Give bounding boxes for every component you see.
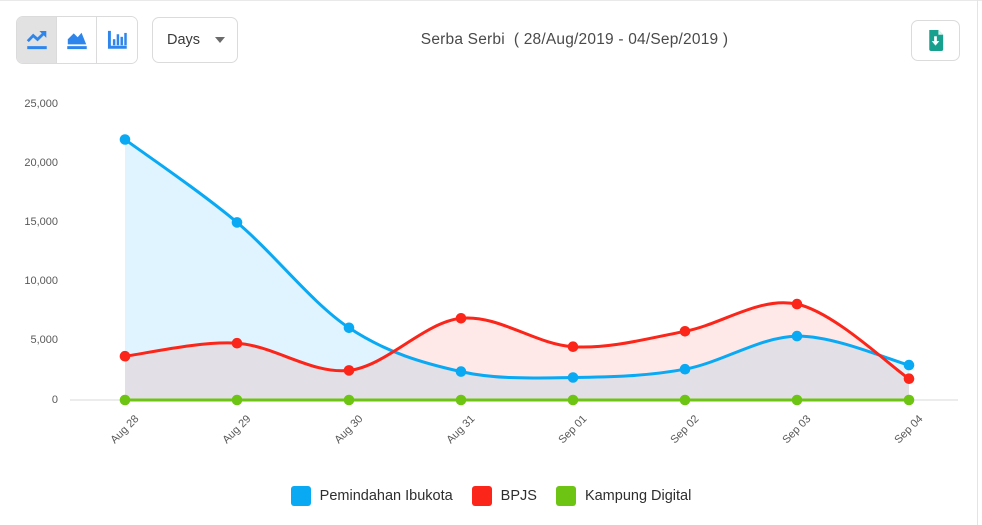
bpjs-point (455, 313, 467, 324)
bar-chart-icon (104, 26, 130, 55)
kampung-digital-point (679, 394, 691, 406)
download-button[interactable] (911, 19, 960, 61)
bpjs-point (791, 298, 803, 310)
card-top-border (0, 0, 982, 1)
pemindahan-ibukota-swatch (290, 486, 311, 506)
bpjs-point (119, 350, 131, 362)
kampung-digital-point (791, 394, 803, 406)
file-download-icon (924, 28, 947, 53)
area-chart-type-button[interactable] (57, 17, 97, 63)
y-tick-label: 25,000 (24, 97, 58, 110)
legend-item-kampung-digital[interactable]: Kampung Digital (555, 486, 692, 506)
legend-item-bpjs[interactable]: BPJS (471, 486, 537, 506)
pemindahan-ibukota-area (125, 139, 909, 400)
pemindahan-ibukota-point (119, 134, 131, 145)
chart-legend: Pemindahan Ibukota BPJS Kampung Digital (0, 486, 982, 506)
card-right-border (977, 0, 978, 525)
pemindahan-ibukota-point (455, 366, 467, 377)
bpjs-point (567, 341, 579, 353)
chart-canvas (70, 134, 958, 406)
bpjs-swatch (471, 486, 492, 506)
legend-label: Kampung Digital (584, 488, 692, 504)
pemindahan-ibukota-point (791, 330, 803, 342)
kampung-digital-point (231, 394, 243, 406)
line-chart-icon (24, 26, 50, 55)
line-chart-type-button[interactable] (17, 17, 57, 63)
days-select[interactable]: Days (152, 17, 238, 63)
kampung-digital-point (455, 394, 467, 406)
pemindahan-ibukota-point (679, 363, 691, 375)
y-tick-label: 15,000 (24, 215, 58, 228)
area-chart-icon (64, 26, 90, 55)
legend-label: BPJS (500, 488, 537, 504)
legend-label: Pemindahan Ibukota (319, 488, 453, 504)
kampung-digital-point (903, 394, 915, 406)
chart-area: 0 5,000 10,000 15,000 20,000 25,000 Aug 28 Aug… (24, 97, 958, 446)
kampung-digital-swatch (555, 486, 576, 506)
chart-toolbar: Days Serba Serbi ( 28/Aug/2019 - 04/Sep/… (0, 0, 976, 80)
y-tick-label: 20,000 (24, 156, 58, 169)
pemindahan-ibukota-point (231, 217, 243, 228)
chevron-down-icon (215, 37, 225, 43)
kampung-digital-point (119, 394, 131, 406)
pemindahan-ibukota-point (903, 359, 915, 371)
pemindahan-ibukota-point (567, 372, 579, 383)
pemindahan-ibukota-line (123, 138, 911, 380)
bpjs-point (231, 337, 243, 349)
bpjs-point (679, 326, 691, 337)
bpjs-point (903, 373, 915, 385)
y-tick-label: 10,000 (24, 275, 58, 288)
bpjs-point (343, 365, 355, 376)
pemindahan-ibukota-point (343, 322, 355, 334)
bpjs-area (125, 302, 909, 400)
days-select-value: Days (167, 32, 201, 48)
bpjs-line (123, 301, 911, 381)
kampung-digital-point (567, 394, 579, 406)
legend-item-pemindahan-ibukota[interactable]: Pemindahan Ibukota (290, 486, 453, 506)
y-tick-label: 0 (51, 393, 58, 406)
bar-chart-type-button[interactable] (97, 17, 137, 63)
kampung-digital-point (343, 394, 355, 406)
chart-type-button-group (16, 16, 138, 64)
chart-title: Serba Serbi ( 28/Aug/2019 - 04/Sep/2019 … (420, 31, 729, 48)
y-tick-label: 5,000 (30, 334, 58, 347)
